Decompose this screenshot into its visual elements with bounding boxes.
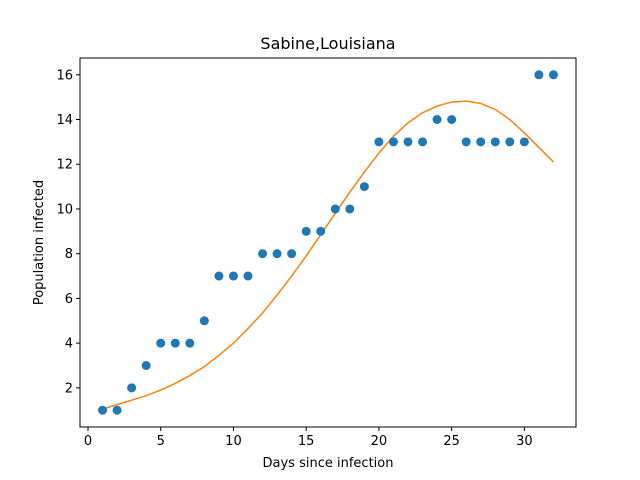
plot-frame xyxy=(79,57,577,428)
fit-curve-line xyxy=(102,100,554,410)
data-point xyxy=(359,182,369,192)
data-point xyxy=(461,137,471,147)
data-point xyxy=(301,226,311,236)
y-tick-label: 8 xyxy=(65,247,73,262)
x-tick-label: 5 xyxy=(157,434,165,449)
data-point xyxy=(534,70,544,80)
data-point xyxy=(170,338,180,348)
data-point xyxy=(185,338,195,348)
data-point xyxy=(98,405,108,415)
data-point xyxy=(258,249,268,259)
x-axis-label: Days since infection xyxy=(263,456,394,471)
x-tick-label: 20 xyxy=(371,434,388,449)
data-point xyxy=(330,204,340,214)
data-point xyxy=(112,405,122,415)
y-tick-label: 12 xyxy=(56,158,73,173)
y-axis-ticks: 2 4 6 8 10 12 14 16 xyxy=(56,68,80,396)
data-point xyxy=(127,383,137,393)
data-point xyxy=(141,361,151,370)
x-tick-label: 15 xyxy=(298,434,315,449)
data-point xyxy=(432,115,442,124)
chart-title: Sabine,Louisiana xyxy=(260,34,395,53)
data-point xyxy=(199,316,209,326)
data-point xyxy=(243,271,253,281)
data-point xyxy=(287,249,297,259)
data-point xyxy=(316,226,326,236)
y-tick-label: 2 xyxy=(65,381,73,396)
x-tick-label: 30 xyxy=(516,434,533,449)
data-point xyxy=(214,271,224,281)
x-tick-label: 25 xyxy=(443,434,460,449)
data-point xyxy=(228,271,238,281)
y-tick-label: 14 xyxy=(56,113,73,128)
data-point xyxy=(374,137,384,147)
data-point xyxy=(272,249,282,259)
data-point xyxy=(403,137,413,147)
y-tick-label: 10 xyxy=(56,202,73,217)
data-point xyxy=(345,204,355,214)
data-point xyxy=(505,137,515,147)
y-tick-label: 6 xyxy=(65,292,73,307)
y-axis-label: Population infected xyxy=(32,180,47,305)
y-tick-label: 16 xyxy=(56,68,73,83)
data-point xyxy=(156,338,166,348)
data-point xyxy=(418,137,428,147)
data-point xyxy=(447,115,457,124)
data-point xyxy=(548,70,558,80)
plot-marks xyxy=(98,70,558,415)
x-axis-ticks: 0 5 10 15 20 25 30 xyxy=(84,427,533,449)
y-tick-label: 4 xyxy=(65,337,73,352)
x-tick-label: 0 xyxy=(84,434,92,449)
data-point xyxy=(490,137,500,147)
data-point xyxy=(519,137,529,147)
x-tick-label: 10 xyxy=(225,434,242,449)
data-point xyxy=(476,137,486,147)
data-point xyxy=(388,137,398,147)
